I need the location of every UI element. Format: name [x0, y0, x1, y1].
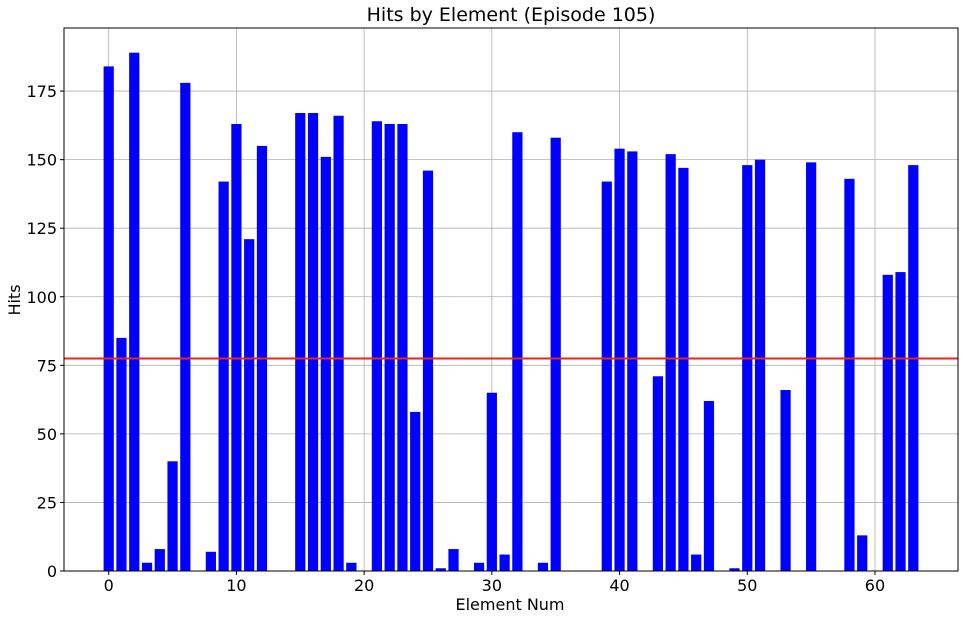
- bar: [244, 239, 255, 571]
- bar: [116, 337, 127, 571]
- x-tick-label: 10: [226, 576, 246, 595]
- bar: [729, 568, 740, 571]
- x-tick-label: 60: [865, 576, 885, 595]
- y-tick-label: 150: [26, 151, 57, 170]
- bar: [180, 82, 191, 572]
- bar: [422, 170, 434, 571]
- bar: [410, 411, 421, 571]
- bar: [691, 554, 702, 571]
- x-axis-label: Element Num: [455, 595, 564, 614]
- bar: [295, 113, 306, 572]
- bar: [652, 376, 663, 571]
- y-tick-label: 50: [37, 425, 57, 444]
- bar: [908, 165, 919, 571]
- y-tick-label: 0: [47, 562, 57, 581]
- x-tick-label: 0: [104, 576, 114, 595]
- bar: [320, 156, 331, 572]
- x-tick-label: 40: [609, 576, 629, 595]
- plot-area: [64, 28, 958, 571]
- chart-title: Hits by Element (Episode 105): [367, 4, 656, 26]
- y-tick-label: 125: [26, 219, 57, 238]
- bar: [754, 159, 766, 572]
- x-tick-label: 30: [482, 576, 502, 595]
- bar: [333, 115, 344, 572]
- bar: [346, 562, 357, 571]
- bar: [397, 123, 408, 571]
- bar: [665, 154, 676, 571]
- bar: [384, 123, 395, 571]
- y-tick-label: 25: [37, 493, 57, 512]
- bar: [307, 113, 319, 572]
- bar: [882, 274, 893, 571]
- bars: [103, 52, 919, 572]
- x-tick-label: 20: [354, 576, 374, 595]
- bar: [537, 562, 549, 571]
- bar: [167, 461, 178, 571]
- bar: [614, 148, 625, 571]
- y-tick-label: 100: [26, 288, 57, 307]
- bar: [486, 392, 497, 571]
- bar: [678, 167, 689, 571]
- x-tick-label: 50: [737, 576, 757, 595]
- bar: [627, 151, 638, 571]
- bar: [103, 66, 114, 572]
- bar: [129, 52, 140, 571]
- bar: [154, 549, 165, 571]
- y-tick-label: 175: [26, 82, 57, 101]
- plot-frame: [63, 27, 959, 572]
- bar: [550, 137, 561, 572]
- ticks: 0 10 20 30 40 50 60 0 25 50 75 100 125 150 175: [26, 82, 885, 595]
- bar: [473, 562, 485, 571]
- bar: [601, 181, 612, 572]
- bar: [435, 568, 446, 571]
- y-axis-label: Hits: [5, 284, 24, 315]
- bar: [231, 123, 242, 571]
- bar: [895, 272, 906, 571]
- bar: [806, 162, 817, 571]
- bar: [448, 549, 459, 571]
- bar: [780, 390, 791, 571]
- bar: [499, 554, 510, 571]
- bar: [742, 165, 753, 571]
- bar: [844, 178, 855, 572]
- bar: [205, 551, 216, 571]
- bar: [218, 181, 229, 572]
- y-tick-label: 75: [37, 356, 57, 375]
- bar: [371, 121, 383, 571]
- bar: [141, 562, 153, 571]
- bar: [857, 535, 868, 571]
- bar: [703, 400, 715, 571]
- bar: [512, 132, 523, 571]
